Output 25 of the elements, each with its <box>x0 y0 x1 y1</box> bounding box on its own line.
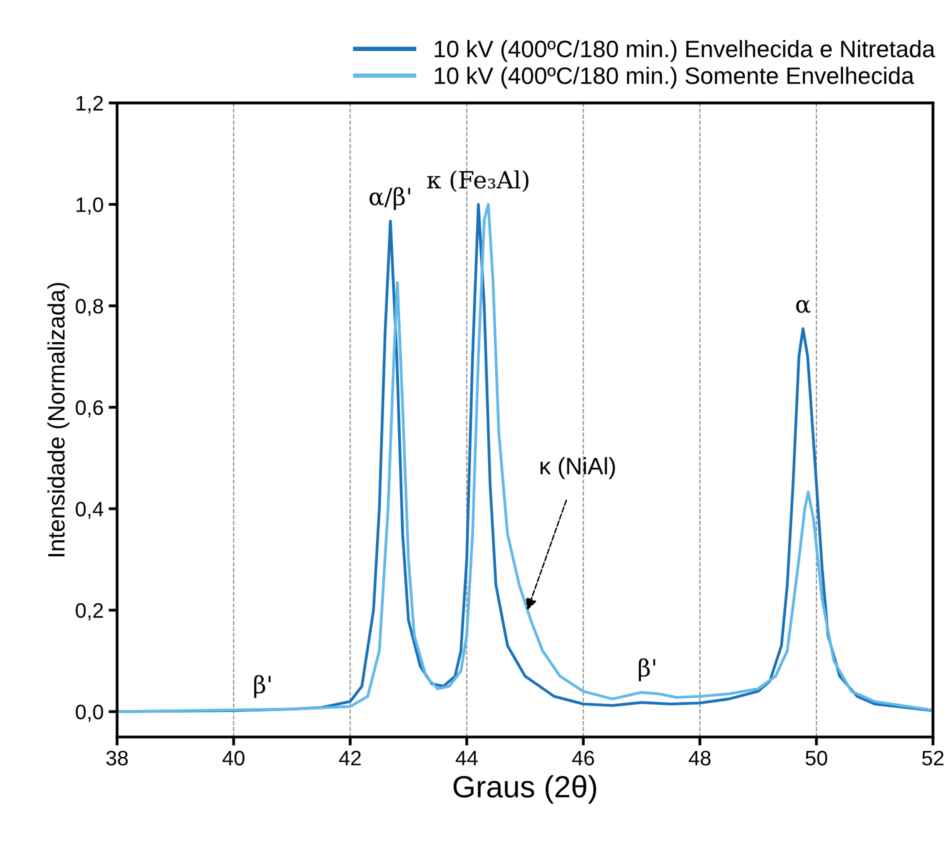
y-tick-label: 0,0 <box>76 704 104 722</box>
annotation: κ (Fe₃Al) <box>427 170 528 192</box>
x-tick-label: 48 <box>688 750 711 766</box>
x-tick-label: 52 <box>922 750 944 766</box>
y-tick-label: 1,2 <box>76 96 103 114</box>
annotation: κ (NiAl) <box>540 457 615 480</box>
x-tick-label: 42 <box>339 750 361 766</box>
x-tick-label: 50 <box>806 750 828 766</box>
y-tick-label: 0,2 <box>76 603 103 620</box>
legend-label: 10 kV (400ºC/180 min.) Somente Envelhecida <box>434 66 914 89</box>
y-axis-title: Intensidade (Normalizada) <box>47 282 70 556</box>
annotation: α <box>796 300 810 313</box>
y-tick-label: 0,8 <box>76 298 103 316</box>
legend-label: 10 kV (400ºC/180 min.) Envelhecida e Nitretada <box>434 40 936 62</box>
annotation: β' <box>638 658 656 682</box>
x-tick-label: 40 <box>222 750 244 766</box>
y-tick-label: 0,6 <box>76 400 103 418</box>
x-tick-label: 44 <box>456 750 478 766</box>
x-tick-label: 46 <box>572 750 594 766</box>
annotation: β' <box>254 674 271 698</box>
annotation: α/β' <box>370 187 410 210</box>
x-tick-label: 38 <box>106 750 128 766</box>
x-axis-title: Graus (2θ) <box>454 775 596 804</box>
y-tick-label: 1,0 <box>76 197 104 215</box>
y-tick-label: 0,4 <box>76 502 104 519</box>
